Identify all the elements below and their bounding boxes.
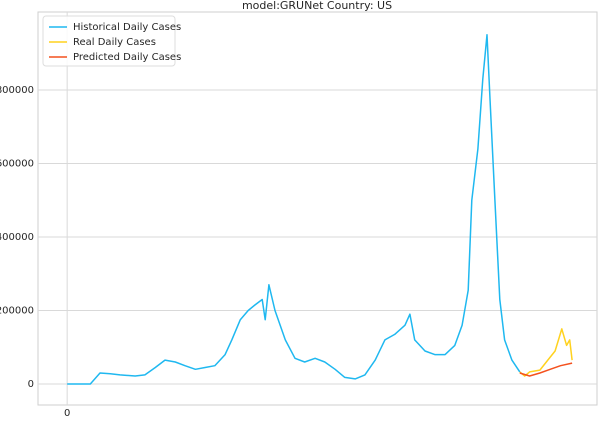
legend-label: Historical Daily Cases <box>73 22 181 33</box>
data-line <box>519 328 573 377</box>
chart-title: model:GRUNet Country: US <box>242 0 392 12</box>
data-line <box>519 362 573 377</box>
data-line <box>67 34 521 385</box>
legend-box <box>42 15 176 67</box>
y-tick-label: 400000 <box>0 232 34 243</box>
y-tick-label: 200000 <box>0 306 34 317</box>
legend-label: Predicted Daily Cases <box>73 52 181 63</box>
plot-frame <box>37 11 598 406</box>
x-tick-label: 0 <box>64 408 70 419</box>
legend: Historical Daily Cases Real Daily Cases Pr… <box>42 15 181 67</box>
legend-label: Real Daily Cases <box>73 37 156 48</box>
y-tick-label: 0 <box>28 379 34 390</box>
y-tick-label: 800000 <box>0 85 34 96</box>
y-tick-label: 600000 <box>0 158 34 169</box>
